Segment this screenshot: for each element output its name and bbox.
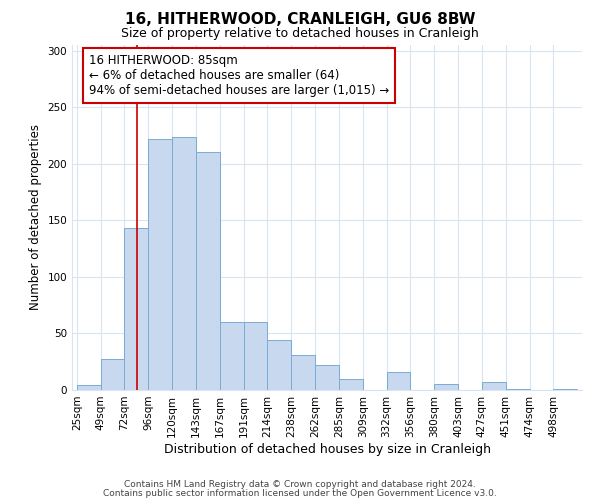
X-axis label: Distribution of detached houses by size in Cranleigh: Distribution of detached houses by size …: [163, 442, 491, 456]
Bar: [268, 340, 291, 390]
Bar: [434, 384, 458, 390]
Bar: [482, 382, 506, 390]
Bar: [506, 389, 530, 390]
Bar: [386, 372, 410, 390]
Bar: [148, 139, 172, 390]
Bar: [339, 378, 363, 390]
Text: Size of property relative to detached houses in Cranleigh: Size of property relative to detached ho…: [121, 28, 479, 40]
Y-axis label: Number of detached properties: Number of detached properties: [29, 124, 42, 310]
Text: 16 HITHERWOOD: 85sqm
← 6% of detached houses are smaller (64)
94% of semi-detach: 16 HITHERWOOD: 85sqm ← 6% of detached ho…: [89, 54, 389, 97]
Bar: [244, 322, 268, 390]
Text: 16, HITHERWOOD, CRANLEIGH, GU6 8BW: 16, HITHERWOOD, CRANLEIGH, GU6 8BW: [125, 12, 475, 28]
Bar: [124, 228, 148, 390]
Bar: [220, 322, 244, 390]
Text: Contains HM Land Registry data © Crown copyright and database right 2024.: Contains HM Land Registry data © Crown c…: [124, 480, 476, 489]
Bar: [101, 360, 124, 390]
Bar: [196, 152, 220, 390]
Bar: [291, 355, 315, 390]
Bar: [172, 136, 196, 390]
Bar: [77, 386, 101, 390]
Bar: [553, 389, 577, 390]
Text: Contains public sector information licensed under the Open Government Licence v3: Contains public sector information licen…: [103, 488, 497, 498]
Bar: [315, 365, 339, 390]
